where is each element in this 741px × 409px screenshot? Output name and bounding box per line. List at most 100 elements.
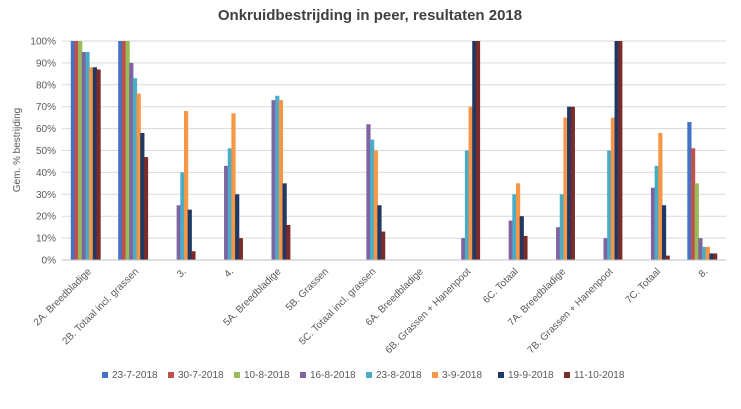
bar bbox=[468, 106, 473, 260]
bar bbox=[275, 95, 280, 260]
bar bbox=[89, 67, 94, 260]
bar bbox=[373, 150, 378, 260]
bar bbox=[654, 165, 659, 260]
legend-entry: 16-8-2018 bbox=[310, 370, 356, 381]
bar bbox=[143, 157, 149, 260]
bar bbox=[461, 238, 466, 260]
category-label: 3. bbox=[175, 266, 189, 280]
y-tick-label: 40% bbox=[36, 168, 56, 179]
bar bbox=[603, 238, 608, 260]
legend-entry: 30-7-2018 bbox=[178, 370, 224, 381]
category-label: 6C. Totaal bbox=[481, 266, 520, 305]
bar bbox=[227, 148, 232, 260]
y-tick-label: 10% bbox=[36, 234, 56, 245]
bar bbox=[614, 41, 619, 260]
y-tick-label: 90% bbox=[36, 58, 56, 69]
bar bbox=[464, 150, 470, 260]
y-tick-label: 70% bbox=[36, 102, 56, 113]
legend-entry: 19-9-2018 bbox=[508, 370, 554, 381]
legend-entry: 3-9-2018 bbox=[442, 370, 482, 381]
category-label: 8. bbox=[697, 266, 711, 280]
bar bbox=[661, 205, 667, 260]
bar bbox=[650, 187, 656, 260]
legend-swatch bbox=[366, 372, 372, 378]
category-label: 7C. Totaal bbox=[624, 266, 663, 305]
bar bbox=[665, 255, 670, 260]
bar bbox=[180, 172, 185, 260]
bar bbox=[70, 41, 75, 260]
y-axis-label: Gem. % bestrijding bbox=[12, 108, 23, 192]
bar bbox=[282, 183, 287, 260]
bar bbox=[472, 41, 477, 260]
bar bbox=[567, 106, 572, 260]
bar bbox=[563, 117, 568, 261]
legend-entry: 23-7-2018 bbox=[112, 370, 158, 381]
bar bbox=[515, 183, 521, 260]
legend-swatch bbox=[234, 372, 240, 378]
bar bbox=[271, 100, 276, 260]
bar bbox=[508, 220, 513, 260]
bar bbox=[377, 205, 382, 260]
y-tick-label: 30% bbox=[36, 190, 56, 201]
bar bbox=[618, 41, 623, 260]
legend-swatch bbox=[168, 372, 174, 378]
bar bbox=[136, 93, 141, 260]
bar bbox=[570, 106, 575, 260]
bar bbox=[610, 117, 616, 261]
legend-swatch bbox=[432, 372, 438, 378]
bar bbox=[125, 41, 130, 260]
bar bbox=[118, 41, 123, 260]
bar bbox=[687, 122, 692, 260]
y-tick-label: 60% bbox=[36, 124, 56, 135]
bar bbox=[238, 238, 243, 260]
bar bbox=[702, 246, 707, 260]
bar bbox=[74, 41, 79, 260]
chart-title: Onkruidbestrijding in peer, resultaten 2… bbox=[218, 7, 522, 24]
bar bbox=[286, 224, 291, 260]
bar bbox=[370, 139, 375, 260]
legend-entry: 23-8-2018 bbox=[376, 370, 422, 381]
category-label: 7B. Grassen + Hanenpoot bbox=[526, 266, 616, 356]
legend: 23-7-2018 30-7-2018 10-8-2018 16-8-2018 23-8… bbox=[102, 370, 625, 381]
y-tick-label: 50% bbox=[36, 146, 56, 157]
bar bbox=[519, 216, 524, 260]
category-label: 5C. Totaal incl. grassen bbox=[297, 266, 378, 347]
bar bbox=[132, 78, 138, 260]
y-axis-ticks: 0% 10% 20% 30% 40% 50% 60% 70% 80% 90% 100% bbox=[30, 37, 56, 267]
bar bbox=[691, 148, 696, 260]
bar bbox=[92, 67, 97, 260]
bar bbox=[129, 62, 134, 261]
gridlines bbox=[62, 40, 726, 261]
category-label: 4. bbox=[222, 266, 236, 280]
legend-entry: 11-10-2018 bbox=[574, 370, 625, 381]
bar bbox=[366, 124, 371, 260]
legend-entry: 10-8-2018 bbox=[244, 370, 290, 381]
bar bbox=[231, 113, 236, 261]
bar bbox=[607, 150, 612, 260]
bars bbox=[70, 41, 718, 261]
bar bbox=[523, 235, 528, 260]
category-label: 6B. Grassen + Hanenpoot bbox=[383, 266, 473, 356]
bar bbox=[705, 246, 710, 260]
y-tick-label: 20% bbox=[36, 212, 56, 223]
legend-swatch bbox=[498, 372, 504, 378]
bar bbox=[235, 194, 240, 260]
bar bbox=[78, 41, 83, 260]
bar bbox=[709, 253, 714, 260]
y-tick-label: 100% bbox=[30, 37, 56, 48]
bar bbox=[658, 132, 663, 260]
bar bbox=[694, 183, 699, 260]
bar bbox=[81, 51, 86, 261]
bar bbox=[96, 69, 101, 260]
legend-swatch bbox=[102, 372, 108, 378]
bar bbox=[191, 251, 196, 260]
legend-swatch bbox=[564, 372, 570, 378]
bar bbox=[278, 100, 284, 260]
bar bbox=[224, 165, 229, 260]
bar bbox=[381, 231, 386, 260]
bar bbox=[140, 132, 145, 260]
bar bbox=[713, 253, 718, 260]
